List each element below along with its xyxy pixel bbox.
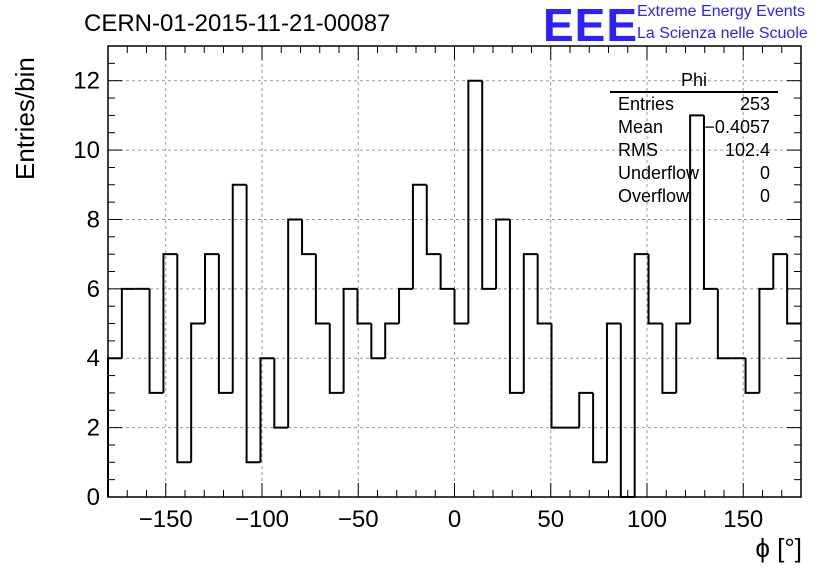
stats-label: Overflow	[618, 186, 690, 206]
histogram-bin	[578, 391, 594, 428]
histogram-bin	[411, 183, 427, 289]
histogram-bin	[550, 323, 566, 429]
histogram-bin	[356, 288, 372, 325]
histogram-bin	[342, 287, 358, 393]
histogram-bin	[314, 254, 330, 325]
stats-label: Underflow	[618, 163, 700, 183]
stats-label: RMS	[618, 140, 658, 160]
grid-lines	[108, 46, 801, 497]
x-tick-label: −100	[235, 506, 289, 533]
histogram-bin	[619, 323, 635, 498]
stats-label: Mean	[618, 117, 664, 137]
histogram-bin	[702, 115, 718, 290]
histogram-bin	[259, 357, 275, 463]
x-tick-label: 150	[723, 506, 763, 533]
stats-title: Phi	[610, 70, 778, 93]
y-tick-label: 6	[87, 276, 100, 303]
stats-value: −0.4057	[704, 117, 770, 137]
stats-row-rms: RMS 102.4	[610, 139, 778, 162]
histogram-bars	[107, 79, 801, 498]
histogram-bin	[328, 323, 344, 394]
axes	[107, 45, 802, 498]
x-tick-label: −150	[139, 506, 193, 533]
x-tick-label: −50	[338, 506, 379, 533]
histogram-bin	[522, 253, 538, 393]
y-tick-label: 10	[73, 137, 100, 164]
histogram-bin	[425, 184, 441, 256]
histogram-bin	[287, 218, 303, 428]
histogram-bin	[495, 218, 510, 289]
histogram-bin	[120, 287, 136, 359]
y-tick-label: 0	[87, 484, 100, 511]
histogram-bin	[273, 358, 289, 429]
histogram-bin	[162, 253, 178, 393]
stats-value: 0	[759, 186, 770, 206]
stats-label: Entries	[618, 94, 675, 114]
histogram-bin	[301, 219, 316, 256]
histogram-bin	[633, 253, 649, 497]
histogram-bin	[744, 358, 760, 394]
logo-subtitle-line2: La Scienza nelle Scuole	[637, 25, 808, 42]
run-title: CERN-01-2015-11-21-00087	[84, 10, 391, 37]
stats-value: 0	[759, 163, 770, 183]
tick-labels: −150 −100 −50 0 50 100 150 0 2 4 6 8 10 12	[73, 68, 763, 533]
histogram-bin	[204, 253, 219, 324]
histogram-bin	[605, 322, 621, 463]
histogram-bin	[148, 288, 164, 394]
histogram-bin	[772, 253, 788, 289]
y-tick-label: 12	[73, 68, 100, 95]
x-axis-label: ϕ [°]	[755, 533, 802, 563]
histogram-bin	[675, 322, 691, 393]
stats-row-mean: Mean −0.4057	[610, 116, 778, 139]
histogram-bin	[467, 79, 483, 324]
stats-value: 102.4	[724, 140, 770, 160]
histogram-bin	[592, 392, 607, 464]
logo-subtitle-line1: Extreme Energy Events	[637, 3, 806, 20]
histogram-bin	[758, 287, 774, 393]
stats-row-overflow: Overflow 0	[610, 185, 778, 208]
histogram-bin	[217, 254, 233, 394]
histogram-bin	[370, 323, 386, 360]
x-tick-label: 0	[448, 506, 461, 533]
histogram-bin	[398, 287, 413, 324]
histogram-bin	[508, 219, 524, 394]
y-tick-label: 8	[87, 206, 100, 233]
histogram-bin	[439, 254, 455, 290]
histogram-bin	[661, 323, 677, 394]
histogram-bin	[245, 184, 261, 464]
histogram-bin	[190, 322, 206, 463]
eee-logo: EEE	[543, 0, 639, 51]
y-tick-label: 4	[87, 345, 100, 372]
histogram-bin	[481, 80, 497, 290]
histogram-bin	[176, 254, 192, 464]
histogram-bin	[453, 288, 469, 325]
histogram-bin	[689, 114, 704, 324]
stats-row-entries: Entries 253	[610, 93, 778, 116]
y-axis-label: Entries/bin	[10, 57, 40, 180]
histogram-bin	[231, 183, 247, 393]
stats-row-underflow: Underflow 0	[610, 162, 778, 185]
histogram-bin	[536, 254, 552, 325]
y-tick-label: 2	[87, 415, 100, 442]
stats-value: 253	[739, 94, 770, 114]
stats-box: Phi Entries 253 Mean −0.4057 RMS 102.4 U…	[610, 70, 778, 208]
x-tick-label: 100	[627, 506, 667, 533]
histogram-bin	[647, 254, 663, 325]
x-tick-label: 50	[537, 506, 564, 533]
histogram-bin	[716, 288, 732, 360]
histogram-bin	[384, 322, 400, 359]
